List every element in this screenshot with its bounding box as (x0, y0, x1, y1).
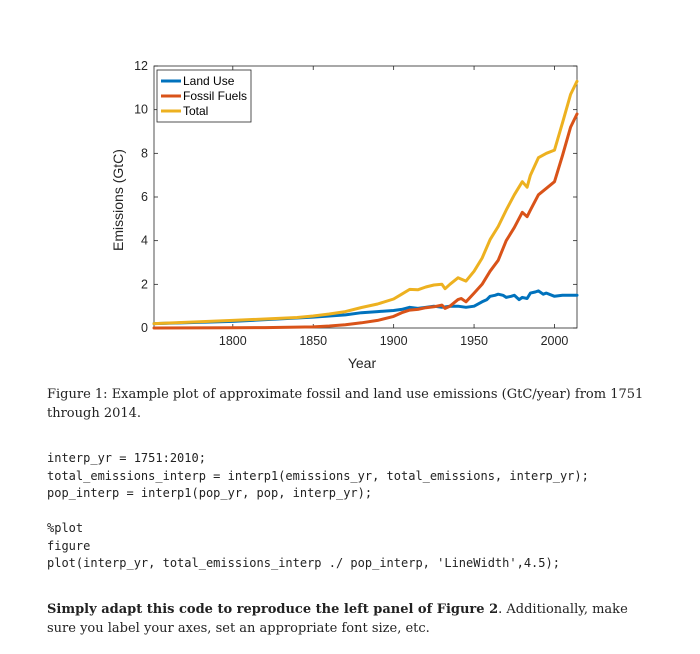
legend-label-fossil-fuels: Fossil Fuels (183, 89, 247, 103)
instructions-paragraph: Simply adapt this code to reproduce the … (47, 600, 659, 638)
series-line-land-use (152, 289, 579, 326)
y-tick-label: 6 (141, 190, 148, 204)
y-tick-label: 2 (141, 277, 148, 291)
y-tick-label: 10 (134, 103, 148, 117)
code-block-interp: interp_yr = 1751:2010; total_emissions_i… (47, 451, 589, 500)
y-axis-title: Emissions (GtC) (110, 149, 126, 251)
x-axis-title: Year (348, 355, 377, 371)
y-tick-label: 8 (141, 146, 148, 160)
x-tick-label: 1800 (219, 334, 247, 348)
y-tick-label: 4 (141, 234, 148, 248)
x-tick-label: 2000 (541, 334, 569, 348)
legend-label-total: Total (183, 104, 208, 118)
x-tick-label: 1950 (460, 334, 488, 348)
emissions-chart: 1800 1850 1900 1950 2000 0 2 4 6 8 10 12 Land UseFos… (110, 59, 579, 371)
y-tick-label: 0 (141, 321, 148, 335)
x-tick-label: 1850 (299, 334, 327, 348)
x-tick-label: 1900 (380, 334, 408, 348)
legend-label-land-use: Land Use (183, 74, 235, 88)
figure-caption: Figure 1: Example plot of approximate fo… (47, 387, 644, 421)
code-block-plot: %plot figure plot(interp_yr, total_emiss… (47, 521, 560, 570)
instructions-bold: Simply adapt this code to reproduce the … (47, 602, 499, 617)
y-tick-label: 12 (134, 59, 148, 73)
instructions-rest: . Additionally, make sure you label your… (47, 602, 628, 636)
series-line-total (152, 79, 579, 326)
series-line-fossil-fuels (152, 112, 579, 330)
